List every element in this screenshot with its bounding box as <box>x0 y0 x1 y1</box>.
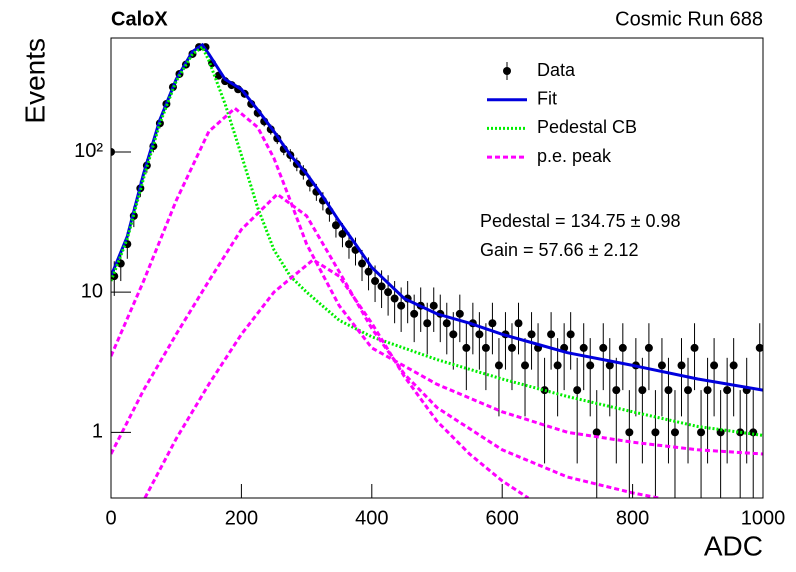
fit-curve <box>111 44 763 437</box>
data-point <box>397 301 406 310</box>
x-tick-label: 0 <box>105 507 116 529</box>
y-tick-label: 10² <box>74 140 103 162</box>
data-point <box>344 240 353 249</box>
data-point <box>625 428 634 437</box>
data-point <box>573 386 582 395</box>
x-tick-label: 600 <box>486 507 519 529</box>
data-point <box>384 288 393 297</box>
x-axis-label: ADC <box>704 530 763 561</box>
data-point <box>579 343 588 352</box>
data-point <box>697 428 706 437</box>
data-point <box>638 386 647 395</box>
x-tick-label: 800 <box>616 507 649 529</box>
data-point <box>710 361 719 370</box>
data-point <box>371 277 380 286</box>
data-point <box>377 282 386 291</box>
data-point <box>540 386 549 395</box>
data-point <box>494 361 503 370</box>
data-point <box>462 343 471 352</box>
chart-subtitle: Cosmic Run 688 <box>615 8 763 30</box>
legend-label: Pedestal CB <box>537 117 637 137</box>
legend-label: Fit <box>537 88 557 108</box>
data-point <box>514 319 523 328</box>
y-axis-label: Events <box>19 38 50 124</box>
data-point <box>736 428 745 437</box>
x-tick-label: 1000 <box>741 507 786 529</box>
data-point <box>723 386 732 395</box>
legend-label: Data <box>537 60 576 80</box>
x-tick-label: 400 <box>355 507 388 529</box>
data-point <box>338 229 347 238</box>
data-point <box>455 309 464 318</box>
data-point <box>521 361 530 370</box>
data-point <box>527 330 536 339</box>
data-point <box>410 309 419 318</box>
annotation: Pedestal = 134.75 ± 0.98 <box>480 211 681 231</box>
data-point <box>670 428 679 437</box>
data-point <box>684 386 693 395</box>
data-point <box>703 386 712 395</box>
data-point <box>429 301 438 310</box>
chart-title: CaloX <box>111 8 168 30</box>
frame <box>110 37 764 499</box>
plot-area <box>111 42 763 498</box>
data-point <box>749 428 758 437</box>
data-point <box>612 386 621 395</box>
annotation: Gain = 57.66 ± 2.12 <box>480 240 639 260</box>
data-point <box>657 361 666 370</box>
data-point <box>553 361 562 370</box>
y-tick-label: 1 <box>92 421 103 443</box>
data-point <box>423 319 432 328</box>
data-point <box>475 330 484 339</box>
data-point <box>618 343 627 352</box>
legend-label: p.e. peak <box>537 146 612 166</box>
data-point <box>690 343 699 352</box>
data-point <box>488 319 497 328</box>
data-point <box>716 428 725 437</box>
data-point <box>442 319 451 328</box>
data-point <box>605 361 614 370</box>
data-point <box>651 428 660 437</box>
data-point <box>481 343 490 352</box>
data-point <box>592 428 601 437</box>
legend-marker <box>503 67 511 75</box>
data-point <box>358 259 367 268</box>
data-point <box>449 330 458 339</box>
fit-curve <box>111 42 763 392</box>
data-point <box>507 343 516 352</box>
y-tick-label: 10 <box>81 280 103 302</box>
data-point <box>566 330 575 339</box>
data-point <box>364 267 373 276</box>
data-point <box>547 330 556 339</box>
data-point <box>599 343 608 352</box>
fit-curve <box>111 192 659 498</box>
x-tick-label: 200 <box>225 507 258 529</box>
data-point <box>664 386 673 395</box>
data-point <box>677 361 686 370</box>
data-point <box>729 361 738 370</box>
data-point <box>644 343 653 352</box>
data-point <box>390 294 399 303</box>
data-point <box>586 361 595 370</box>
data-point <box>755 343 763 352</box>
fit-curve <box>111 106 763 456</box>
fit-curve <box>143 257 530 498</box>
data-point <box>331 221 340 230</box>
